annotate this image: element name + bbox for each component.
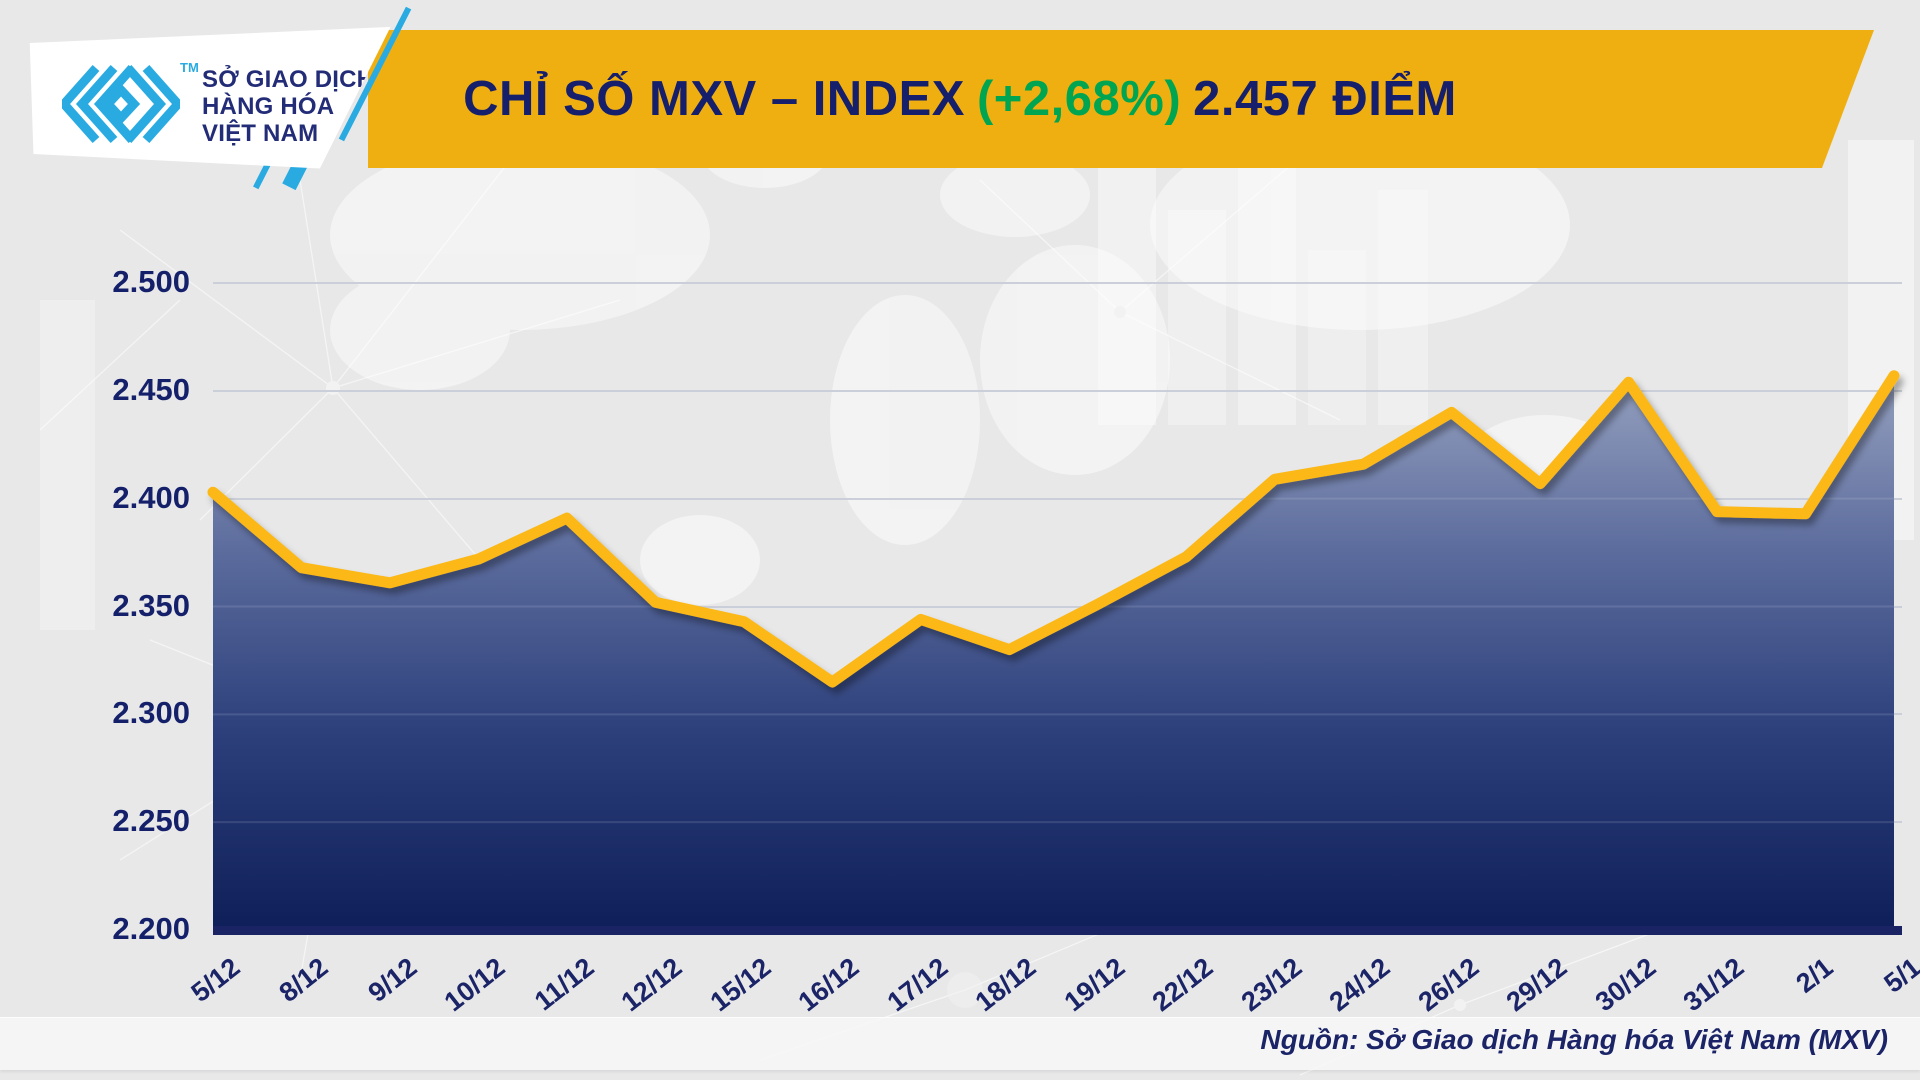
index-line — [207, 370, 1900, 688]
watermark-bars — [40, 140, 1914, 630]
source-caption: Nguồn: Sở Giao dịch Hàng hóa Việt Nam (M… — [1260, 1024, 1888, 1055]
y-tick-label: 2.500 — [112, 264, 190, 299]
gridline — [213, 605, 1902, 608]
y-tick-label: 2.350 — [112, 587, 190, 623]
y-tick-label: 2.450 — [112, 371, 190, 407]
y-tick-label: 2.200 — [112, 911, 190, 946]
y-tick-label: 2.250 — [112, 803, 190, 839]
trademark-symbol: TM — [180, 60, 199, 75]
gridline — [213, 389, 1902, 392]
logo-org-name: SỞ GIAO DỊCH HÀNG HÓA VIỆT NAM — [202, 66, 374, 147]
area-fill — [213, 375, 1894, 930]
logo-org-line3: VIỆT NAM — [202, 120, 319, 147]
title-banner — [368, 30, 1874, 168]
logo-org-line2: HÀNG HÓA — [202, 93, 335, 120]
y-tick-label: 2.400 — [112, 479, 190, 515]
mxv-logo-card: TM SỞ GIAO DỊCH HÀNG HÓA VIỆT NAM — [29, 26, 391, 169]
x-axis-line — [213, 926, 1902, 935]
mxv-logo-icon — [62, 65, 180, 143]
y-tick-label: 2.300 — [112, 695, 190, 731]
footer-band — [0, 1018, 1920, 1070]
gridline — [213, 497, 1902, 500]
gridline — [213, 282, 1902, 284]
logo-org-line1: SỞ GIAO DỊCH — [202, 66, 375, 93]
